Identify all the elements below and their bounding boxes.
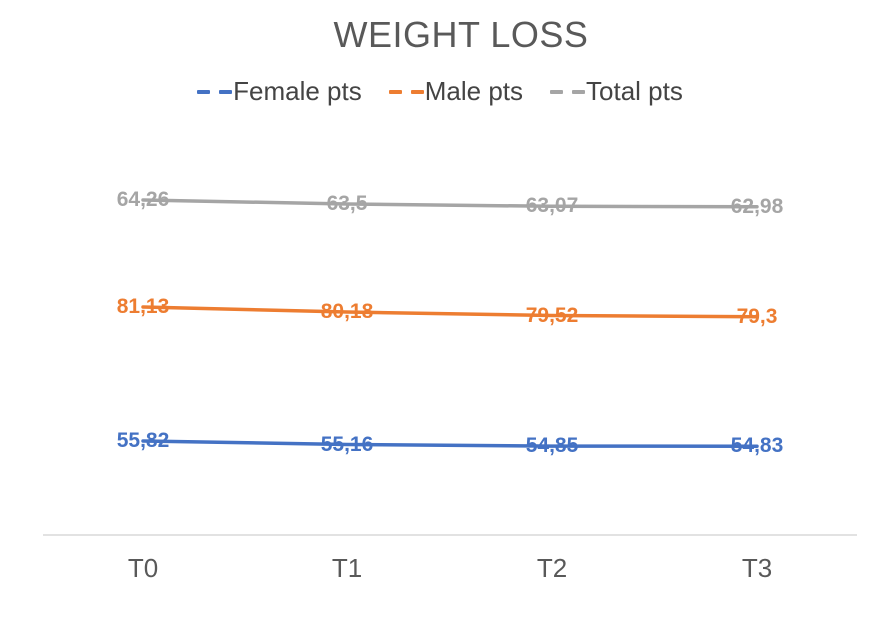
data-label-total-pts-t2: 63,07: [525, 194, 579, 218]
data-label-total-pts-t3: 62,98: [730, 194, 784, 218]
data-label-female-pts-t3: 54,83: [730, 434, 784, 458]
data-label-male-pts-t3: 79,3: [736, 304, 778, 328]
series-line-male-pts: [141, 305, 759, 319]
legend-dash-icon: [388, 89, 402, 94]
legend-dash-icon: [197, 89, 211, 94]
data-label-male-pts-t2: 79,52: [525, 303, 579, 327]
data-label-male-pts-t0: 81,13: [116, 295, 170, 318]
legend-item-male-pts: Male pts: [388, 76, 524, 107]
legend-dash-icon: [410, 89, 424, 94]
chart-title: WEIGHT LOSS: [333, 14, 589, 55]
legend-item-total-pts: Total pts: [550, 76, 683, 107]
legend-dash-icon: [219, 89, 233, 94]
data-label-female-pts-t1: 55,16: [320, 432, 374, 456]
series-line-total-pts: [141, 198, 759, 209]
data-label-female-pts-t0: 55,82: [116, 429, 170, 452]
legend-dash-icon: [550, 89, 564, 94]
data-label-total-pts-t0: 64,26: [116, 188, 170, 211]
data-label-total-pts-t1: 63,5: [326, 192, 368, 215]
data-label-female-pts-t2: 54,85: [525, 434, 579, 458]
x-axis-label-t0: T0: [127, 553, 159, 583]
legend-item-female-pts: Female pts: [197, 76, 362, 107]
x-axis-label-t1: T1: [331, 553, 363, 583]
legend-dash-icon: [572, 89, 586, 94]
legend-label: Female pts: [233, 76, 362, 106]
chart-legend: Female pts Male pts Total pts: [0, 76, 880, 107]
legend-label: Male pts: [424, 76, 524, 106]
x-axis-label-t2: T2: [536, 553, 568, 583]
x-axis-label-t3: T3: [741, 553, 773, 583]
data-label-male-pts-t1: 80,18: [320, 300, 374, 323]
series-line-female-pts: [141, 439, 759, 448]
legend-label: Total pts: [586, 76, 683, 106]
